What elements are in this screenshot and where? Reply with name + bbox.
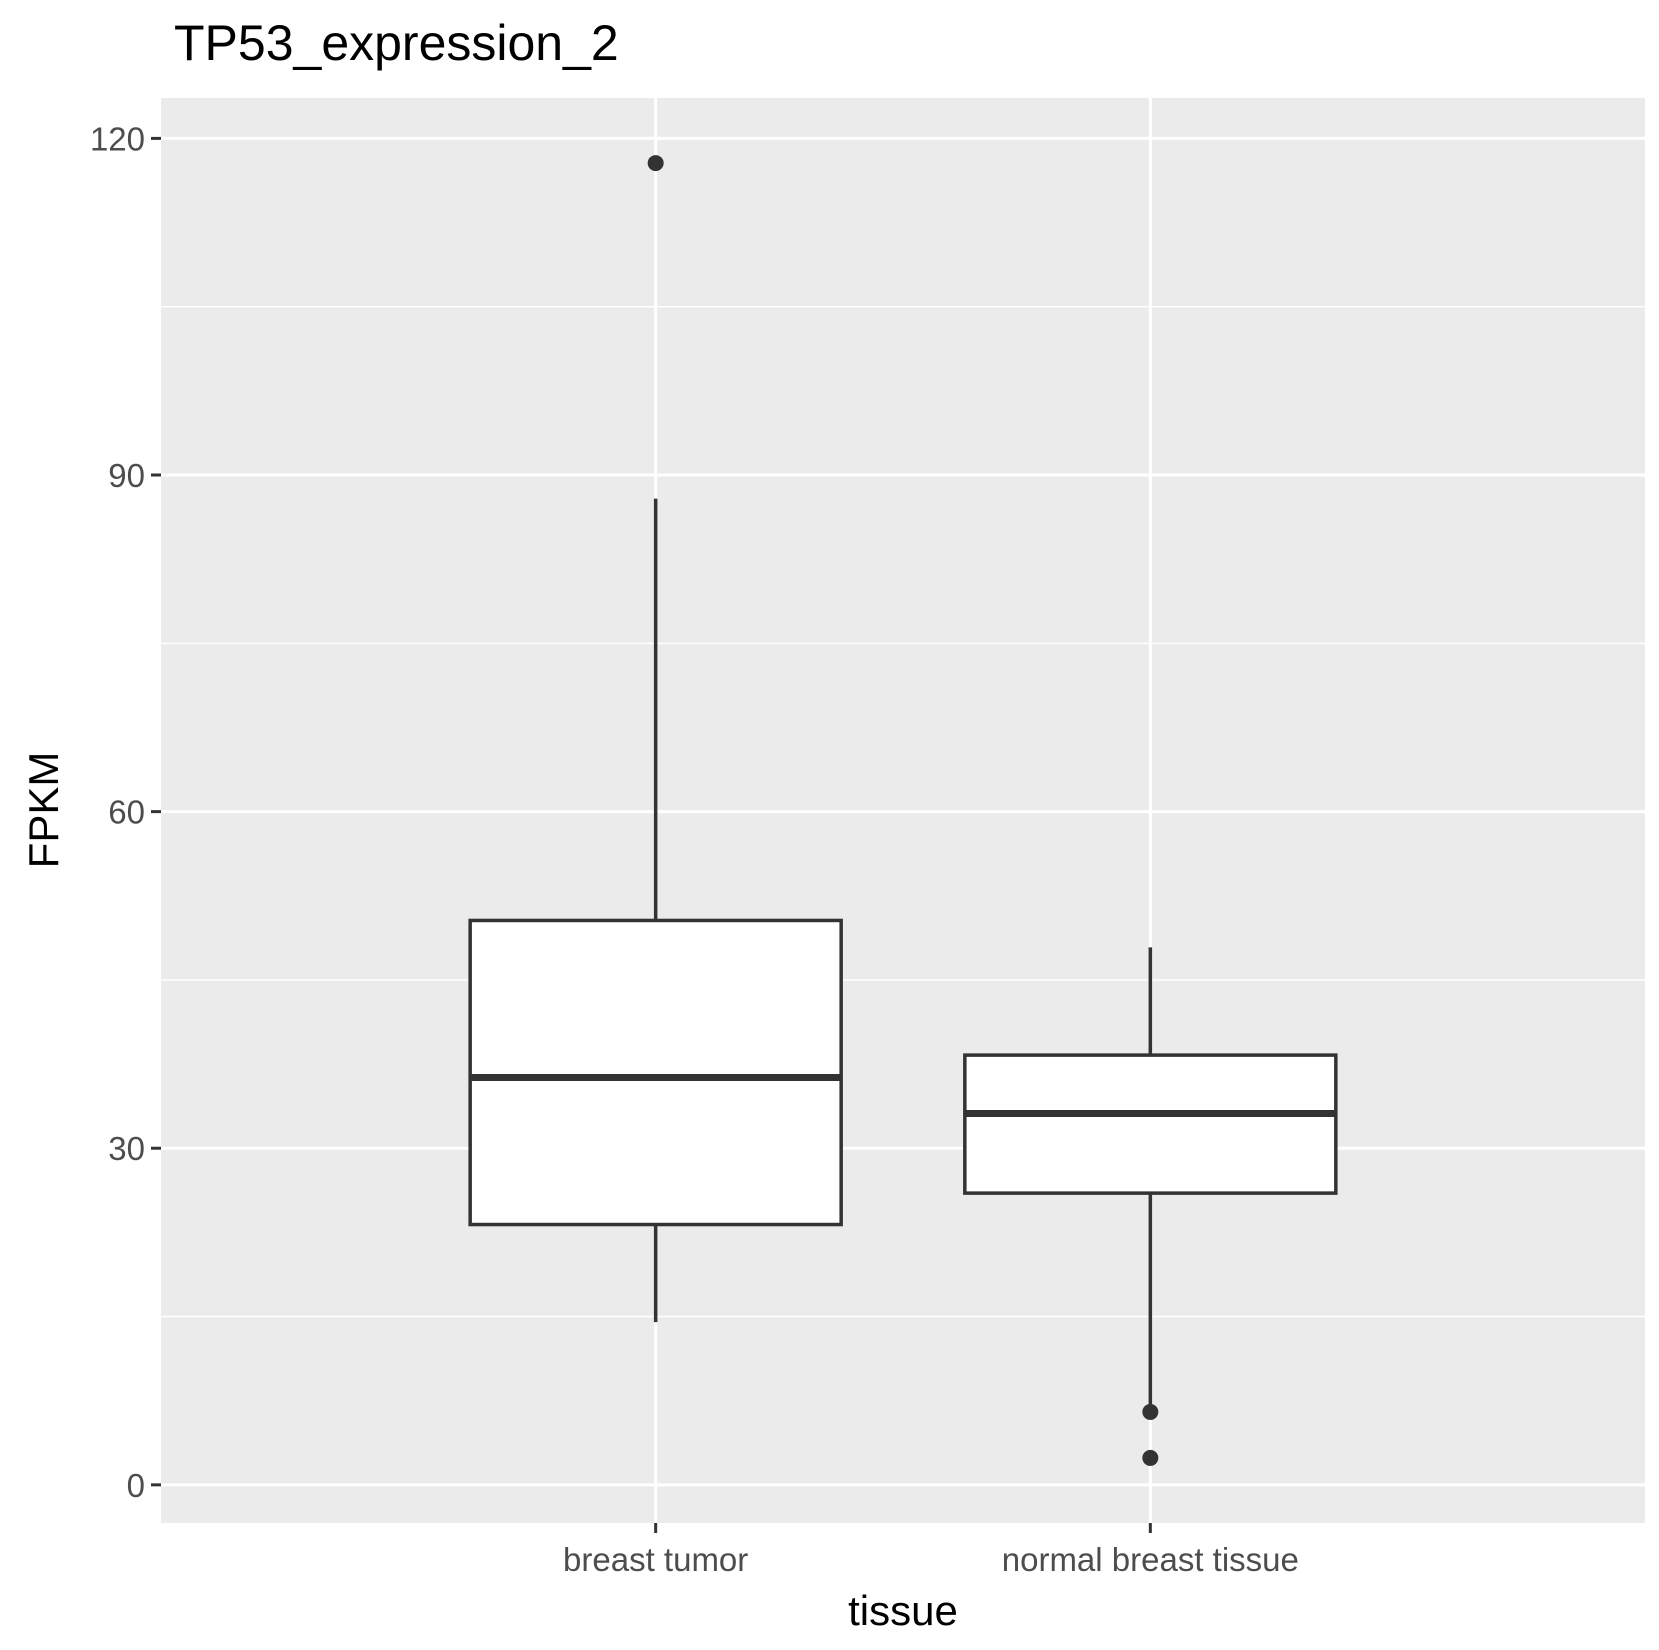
- y-axis-title: FPKM: [20, 752, 67, 869]
- x-tick-label: breast tumor: [563, 1541, 748, 1578]
- minor-gridlines: [161, 305, 1645, 1318]
- chart-title: TP53_expression_2: [174, 15, 619, 71]
- x-axis: breast tumor normal breast tissue: [563, 1523, 1299, 1578]
- box-group: [468, 155, 843, 1323]
- box-series: [468, 155, 1338, 1466]
- y-tick-label: 30: [108, 1130, 145, 1167]
- x-axis-title: tissue: [848, 1587, 958, 1634]
- box-group: [963, 947, 1338, 1466]
- y-tick-label: 90: [108, 457, 145, 494]
- box-iqr: [963, 1053, 1338, 1195]
- y-tick-label: 0: [127, 1467, 145, 1504]
- box-iqr: [468, 918, 843, 1227]
- y-axis: 0 30 60 90 120: [90, 120, 161, 1504]
- y-tick-label: 60: [108, 794, 145, 831]
- outlier-point: [1142, 1403, 1159, 1420]
- x-tick-label: normal breast tissue: [1002, 1541, 1299, 1578]
- outlier-point: [1142, 1449, 1159, 1466]
- outlier-point: [647, 155, 664, 172]
- y-tick-label: 120: [90, 120, 145, 157]
- major-gridlines: [161, 98, 1645, 1523]
